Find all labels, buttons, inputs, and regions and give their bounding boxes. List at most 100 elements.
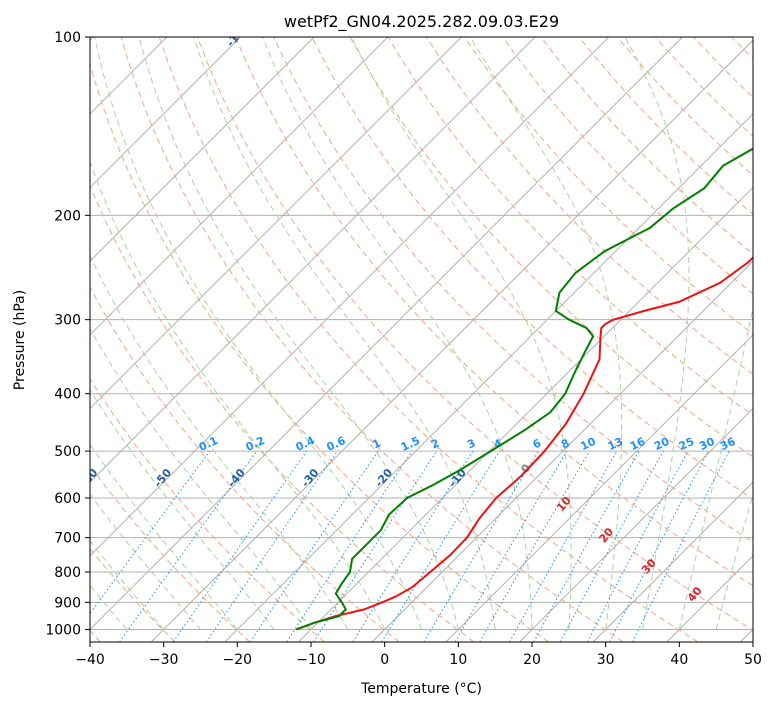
mixing-ratio-line <box>381 450 500 642</box>
mixing-ratio-line <box>352 450 474 642</box>
y-tick-label: 800 <box>54 565 81 581</box>
mixing-ratio-label: 3 <box>465 436 477 451</box>
mixing-ratio-label: 16 <box>628 435 648 453</box>
x-tick-label: −30 <box>149 652 179 668</box>
dry-adiabat-line <box>502 37 753 295</box>
mixing-ratio-label: 25 <box>677 435 696 453</box>
mixing-ratio-line <box>632 450 730 642</box>
chart-title: wetPf2_GN04.2025.282.09.03.E29 <box>284 12 559 32</box>
isotherm-line <box>224 113 753 642</box>
y-tick-label: 900 <box>54 595 81 611</box>
mixing-ratio-line <box>454 450 568 642</box>
isotherm-line <box>519 407 753 642</box>
moist-adiabat-line <box>469 37 623 630</box>
mixing-ratio-label: 20 <box>652 435 672 453</box>
mixing-ratio-line <box>609 450 709 642</box>
isotherm-line <box>90 37 315 262</box>
mixing-ratio-label: 10 <box>578 435 598 453</box>
isotherm-line <box>90 37 610 557</box>
background-lines <box>90 37 753 642</box>
x-tick-label: −10 <box>296 652 326 668</box>
dry-adiabat-line <box>349 37 753 458</box>
isotherm-line <box>90 37 536 483</box>
plot-frame <box>89 36 754 643</box>
y-tick-label: 200 <box>54 208 81 224</box>
dry-adiabat-label: -20 <box>372 466 395 490</box>
isotherm-line <box>371 260 753 642</box>
dry-adiabat-line <box>196 37 753 631</box>
isotherm-line <box>740 628 753 642</box>
moist-adiabat-line <box>624 37 690 630</box>
mixing-ratio-line <box>119 450 258 642</box>
moist-adiabat-line <box>138 37 459 630</box>
y-tick-label: 500 <box>54 444 81 460</box>
x-tick-label: −20 <box>223 652 253 668</box>
isotherm-line <box>90 37 241 189</box>
mixing-ratio-label: 6 <box>531 436 544 451</box>
sounding-profiles <box>295 147 753 631</box>
mixing-ratio-line <box>286 450 413 642</box>
dry-adiabat-line <box>90 286 400 642</box>
dry-adiabat-line <box>158 37 699 642</box>
mixing-ratio-line <box>90 450 211 615</box>
mixing-ratio-label: 36 <box>718 435 738 453</box>
y-axis: 100 200 300 400 500 600 700 800 900 1000 <box>45 30 90 638</box>
moist-adiabat-line <box>90 160 386 630</box>
mixing-ratio-line <box>586 450 689 642</box>
moist-adiabat-line <box>90 254 349 630</box>
mixing-ratio-label: 13 <box>606 435 625 453</box>
mixing-ratio-label: 1 <box>370 436 382 451</box>
isotherm-line <box>150 39 753 642</box>
mixing-ratio-line <box>249 450 379 642</box>
x-tick-label: 40 <box>670 652 688 668</box>
moist-adiabat-label: 10 <box>554 494 574 514</box>
y-tick-label: 700 <box>54 531 81 547</box>
moist-adiabat-line <box>94 37 422 630</box>
moist-adiabat-line <box>90 389 275 630</box>
moist-adiabat-label: 40 <box>685 584 705 604</box>
y-tick-label: 100 <box>54 30 81 46</box>
dry-adiabat-line <box>464 37 753 335</box>
x-tick-label: 0 <box>380 652 389 668</box>
moist-adiabat-line <box>90 493 201 630</box>
x-tick-label: 10 <box>449 652 467 668</box>
isotherm-line <box>666 555 753 642</box>
dry-adiabat-label: -100 <box>224 20 252 50</box>
x-tick-label: −40 <box>75 652 105 668</box>
dry-adiabat-label: -70 <box>4 466 27 490</box>
moist-adiabat-line <box>90 443 238 630</box>
temperature-profile <box>295 256 753 631</box>
x-tick-label: 20 <box>523 652 541 668</box>
dry-adiabat-line <box>616 37 753 176</box>
x-tick-label: 50 <box>744 652 762 668</box>
dry-adiabat-label: -30 <box>299 466 322 490</box>
y-tick-label: 400 <box>54 387 81 403</box>
mixing-ratio-line <box>313 450 438 642</box>
line-labels: -100-90-80-70-60-50-40-30-20-100.10.20.4… <box>4 20 738 604</box>
moist-adiabat-line <box>90 540 165 630</box>
mixing-ratio-line <box>172 450 308 642</box>
x-axis: −40 −30 −20 −10 0 10 20 30 40 50 <box>75 642 762 668</box>
y-tick-label: 300 <box>54 313 81 329</box>
dry-adiabat-label: -10 <box>446 466 469 490</box>
moist-adiabat-line <box>678 305 753 630</box>
dry-adiabat-line <box>90 184 475 642</box>
y-tick-label: 1000 <box>45 622 81 638</box>
isotherm-line <box>90 37 389 336</box>
isotherm-line <box>90 37 683 631</box>
dry-adiabat-line <box>90 62 549 642</box>
dry-adiabat-label: -60 <box>78 466 101 490</box>
isotherm-line <box>90 37 462 410</box>
mixing-ratio-label: 30 <box>697 435 717 453</box>
dewpoint-profile <box>295 147 753 631</box>
mixing-ratio-line <box>559 450 664 642</box>
mixing-ratio-line <box>533 450 640 642</box>
x-tick-label: 30 <box>597 652 615 668</box>
dry-adiabat-line <box>311 37 753 500</box>
mixing-ratio-line <box>509 450 618 642</box>
dry-adiabat-line <box>120 37 624 642</box>
isotherm-line <box>445 334 753 642</box>
mixing-ratio-line <box>205 450 338 642</box>
dry-adiabat-line <box>90 378 325 642</box>
